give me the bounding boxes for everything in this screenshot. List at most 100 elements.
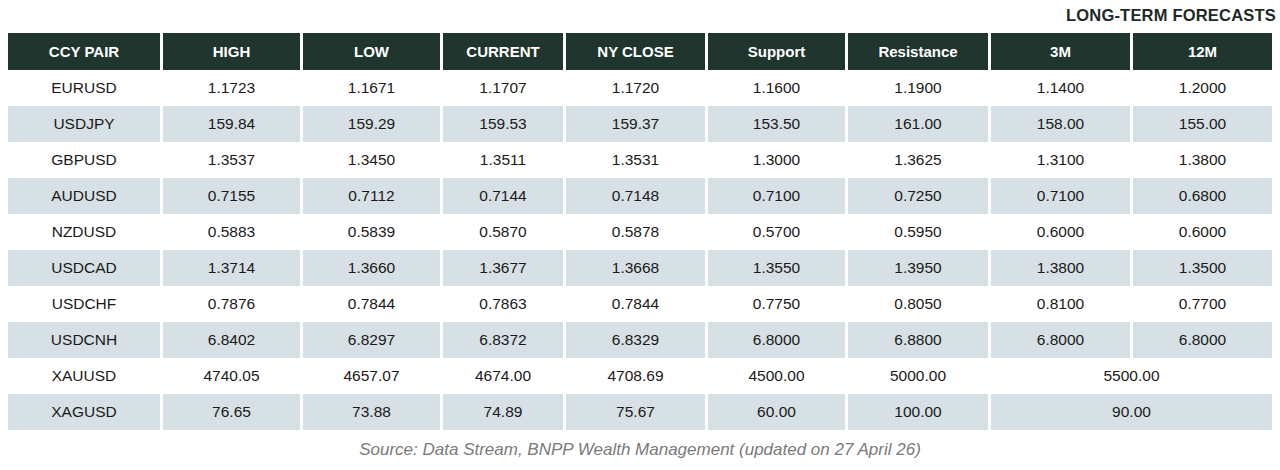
resistance-cell: 6.8800	[845, 322, 988, 358]
low-cell: 0.7844	[300, 286, 440, 322]
ccy-pair-cell: USDCAD	[8, 250, 160, 286]
long-term-forecasts-heading: LONG-TERM FORECASTS	[1066, 6, 1276, 25]
ny-close-cell: 75.67	[563, 394, 705, 430]
table-row: USDCNH6.84026.82976.83726.83296.80006.88…	[8, 322, 1272, 358]
forecast-3m-cell: 1.3800	[988, 250, 1130, 286]
high-cell: 4740.05	[160, 358, 300, 394]
fx-forecast-table: CCY PAIR HIGH LOW CURRENT NY CLOSE Suppo…	[8, 33, 1272, 430]
ny-close-cell: 159.37	[563, 106, 705, 142]
low-cell: 4657.07	[300, 358, 440, 394]
support-cell: 153.50	[705, 106, 845, 142]
support-cell: 1.3550	[705, 250, 845, 286]
high-cell: 6.8402	[160, 322, 300, 358]
forecast-12m-cell: 0.7700	[1130, 286, 1272, 322]
current-cell: 1.3677	[440, 250, 563, 286]
col-header-resistance: Resistance	[845, 33, 988, 70]
high-cell: 159.84	[160, 106, 300, 142]
low-cell: 6.8297	[300, 322, 440, 358]
high-cell: 1.3537	[160, 142, 300, 178]
ny-close-cell: 4708.69	[563, 358, 705, 394]
current-cell: 1.3511	[440, 142, 563, 178]
high-cell: 0.7155	[160, 178, 300, 214]
table-row: XAUUSD4740.054657.074674.004708.694500.0…	[8, 358, 1272, 394]
forecast-12m-cell: 1.2000	[1130, 70, 1272, 106]
support-cell: 0.7750	[705, 286, 845, 322]
support-cell: 1.3000	[705, 142, 845, 178]
low-cell: 159.29	[300, 106, 440, 142]
resistance-cell: 0.8050	[845, 286, 988, 322]
low-cell: 1.1671	[300, 70, 440, 106]
high-cell: 76.65	[160, 394, 300, 430]
ny-close-cell: 0.7844	[563, 286, 705, 322]
resistance-cell: 1.3950	[845, 250, 988, 286]
col-header-12m: 12M	[1130, 33, 1272, 70]
current-cell: 0.7863	[440, 286, 563, 322]
col-header-high: HIGH	[160, 33, 300, 70]
current-cell: 6.8372	[440, 322, 563, 358]
table-row: USDCHF0.78760.78440.78630.78440.77500.80…	[8, 286, 1272, 322]
forecast-12m-cell: 6.8000	[1130, 322, 1272, 358]
col-header-support: Support	[705, 33, 845, 70]
ccy-pair-cell: GBPUSD	[8, 142, 160, 178]
ccy-pair-cell: USDJPY	[8, 106, 160, 142]
col-header-3m: 3M	[988, 33, 1130, 70]
ny-close-cell: 1.1720	[563, 70, 705, 106]
ccy-pair-cell: XAUUSD	[8, 358, 160, 394]
col-header-ny-close: NY CLOSE	[563, 33, 705, 70]
current-cell: 1.1707	[440, 70, 563, 106]
support-cell: 0.7100	[705, 178, 845, 214]
table-row: USDJPY159.84159.29159.53159.37153.50161.…	[8, 106, 1272, 142]
forecast-3m-cell: 1.3100	[988, 142, 1130, 178]
resistance-cell: 100.00	[845, 394, 988, 430]
col-header-low: LOW	[300, 33, 440, 70]
ny-close-cell: 0.7148	[563, 178, 705, 214]
ccy-pair-cell: USDCHF	[8, 286, 160, 322]
low-cell: 0.7112	[300, 178, 440, 214]
high-cell: 0.7876	[160, 286, 300, 322]
resistance-cell: 161.00	[845, 106, 988, 142]
forecast-3m-cell: 6.8000	[988, 322, 1130, 358]
header-row: CCY PAIR HIGH LOW CURRENT NY CLOSE Suppo…	[8, 33, 1272, 70]
current-cell: 159.53	[440, 106, 563, 142]
low-cell: 1.3450	[300, 142, 440, 178]
forecast-12m-cell: 1.3800	[1130, 142, 1272, 178]
ccy-pair-cell: XAGUSD	[8, 394, 160, 430]
ny-close-cell: 0.5878	[563, 214, 705, 250]
current-cell: 74.89	[440, 394, 563, 430]
support-cell: 6.8000	[705, 322, 845, 358]
table-row: NZDUSD0.58830.58390.58700.58780.57000.59…	[8, 214, 1272, 250]
forecast-12m-cell: 155.00	[1130, 106, 1272, 142]
support-cell: 60.00	[705, 394, 845, 430]
table-header: CCY PAIR HIGH LOW CURRENT NY CLOSE Suppo…	[8, 33, 1272, 70]
low-cell: 0.5839	[300, 214, 440, 250]
forecast-12m-cell: 0.6800	[1130, 178, 1272, 214]
fx-forecast-report: LONG-TERM FORECASTS CCY PAIR HIGH LOW CU…	[0, 0, 1280, 470]
forecast-3m-cell: 0.7100	[988, 178, 1130, 214]
ny-close-cell: 1.3531	[563, 142, 705, 178]
table-body: EURUSD1.17231.16711.17071.17201.16001.19…	[8, 70, 1272, 430]
low-cell: 1.3660	[300, 250, 440, 286]
support-cell: 0.5700	[705, 214, 845, 250]
low-cell: 73.88	[300, 394, 440, 430]
table-row: XAGUSD76.6573.8874.8975.6760.00100.0090.…	[8, 394, 1272, 430]
high-cell: 1.3714	[160, 250, 300, 286]
forecast-12m-cell: 1.3500	[1130, 250, 1272, 286]
resistance-cell: 5000.00	[845, 358, 988, 394]
forecast-3m-cell: 0.8100	[988, 286, 1130, 322]
forecast-3m-cell: 158.00	[988, 106, 1130, 142]
high-cell: 1.1723	[160, 70, 300, 106]
col-header-ccy-pair: CCY PAIR	[8, 33, 160, 70]
forecast-merged-cell: 5500.00	[988, 358, 1272, 394]
forecast-merged-cell: 90.00	[988, 394, 1272, 430]
table-row: AUDUSD0.71550.71120.71440.71480.71000.72…	[8, 178, 1272, 214]
forecast-3m-cell: 0.6000	[988, 214, 1130, 250]
support-cell: 1.1600	[705, 70, 845, 106]
forecast-12m-cell: 0.6000	[1130, 214, 1272, 250]
col-header-current: CURRENT	[440, 33, 563, 70]
ccy-pair-cell: NZDUSD	[8, 214, 160, 250]
ccy-pair-cell: EURUSD	[8, 70, 160, 106]
source-note: Source: Data Stream, BNPP Wealth Managem…	[0, 440, 1280, 460]
table-row: USDCAD1.37141.36601.36771.36681.35501.39…	[8, 250, 1272, 286]
table-row: EURUSD1.17231.16711.17071.17201.16001.19…	[8, 70, 1272, 106]
forecast-3m-cell: 1.1400	[988, 70, 1130, 106]
